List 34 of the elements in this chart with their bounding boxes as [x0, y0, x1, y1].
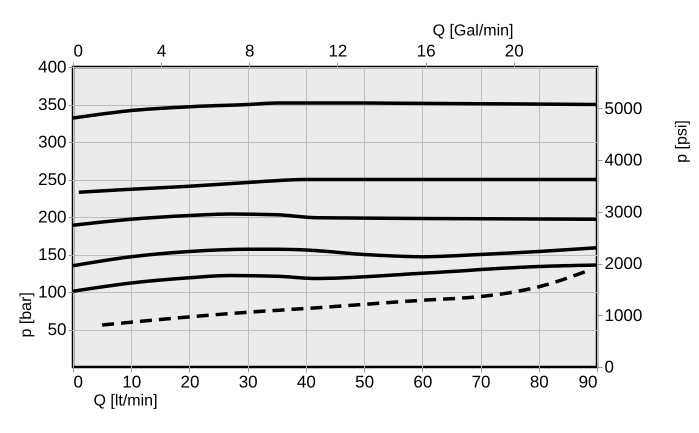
y2-tick-label: 1000 [604, 306, 642, 325]
y-tick-label: 350 [38, 95, 66, 114]
x-tick-label: 50 [355, 372, 374, 392]
x2-tick-label: 12 [328, 42, 348, 60]
x-tick-label: 0 [74, 372, 83, 392]
y-tick-label: 150 [38, 245, 66, 264]
y-tick-label: 200 [38, 208, 66, 226]
x-tick-label: 40 [296, 372, 316, 392]
x2-tick-label: 8 [245, 42, 255, 60]
x2-tick-label: 16 [416, 42, 436, 60]
y2-tick-label: 0 [604, 358, 614, 376]
x-axis-title: Q [lt/min] [94, 392, 158, 410]
y-tick-label: 250 [38, 170, 66, 189]
x-tick-label: 70 [472, 372, 491, 392]
y2-tick-label: 4000 [604, 150, 642, 170]
y-tick-label: 300 [38, 132, 66, 152]
x-tick-label: 80 [530, 372, 549, 392]
x-tick-label: 60 [413, 372, 432, 392]
x2-axis-title: Q [Gal/min] [432, 22, 514, 40]
y2-tick-label: 5000 [604, 98, 642, 118]
y2-tick-label: 2000 [604, 254, 642, 274]
y-tick-label: 50 [48, 320, 66, 339]
y-tick-label: 400 [38, 58, 66, 76]
y2-tick-label: 3000 [604, 202, 642, 222]
x-tick-label: 90 [578, 372, 598, 392]
x2-tick-label: 0 [74, 42, 83, 60]
x-tick-label: 30 [238, 372, 258, 392]
y-tick-label: 100 [38, 282, 66, 302]
x2-tick-label: 4 [156, 42, 166, 60]
x-tick-label: 10 [122, 372, 142, 392]
x-tick-label: 20 [180, 372, 200, 392]
x2-tick-label: 20 [504, 42, 524, 60]
y2-axis-title: p [psi] [674, 120, 690, 163]
y-axis-title: p [bar] [18, 292, 36, 338]
